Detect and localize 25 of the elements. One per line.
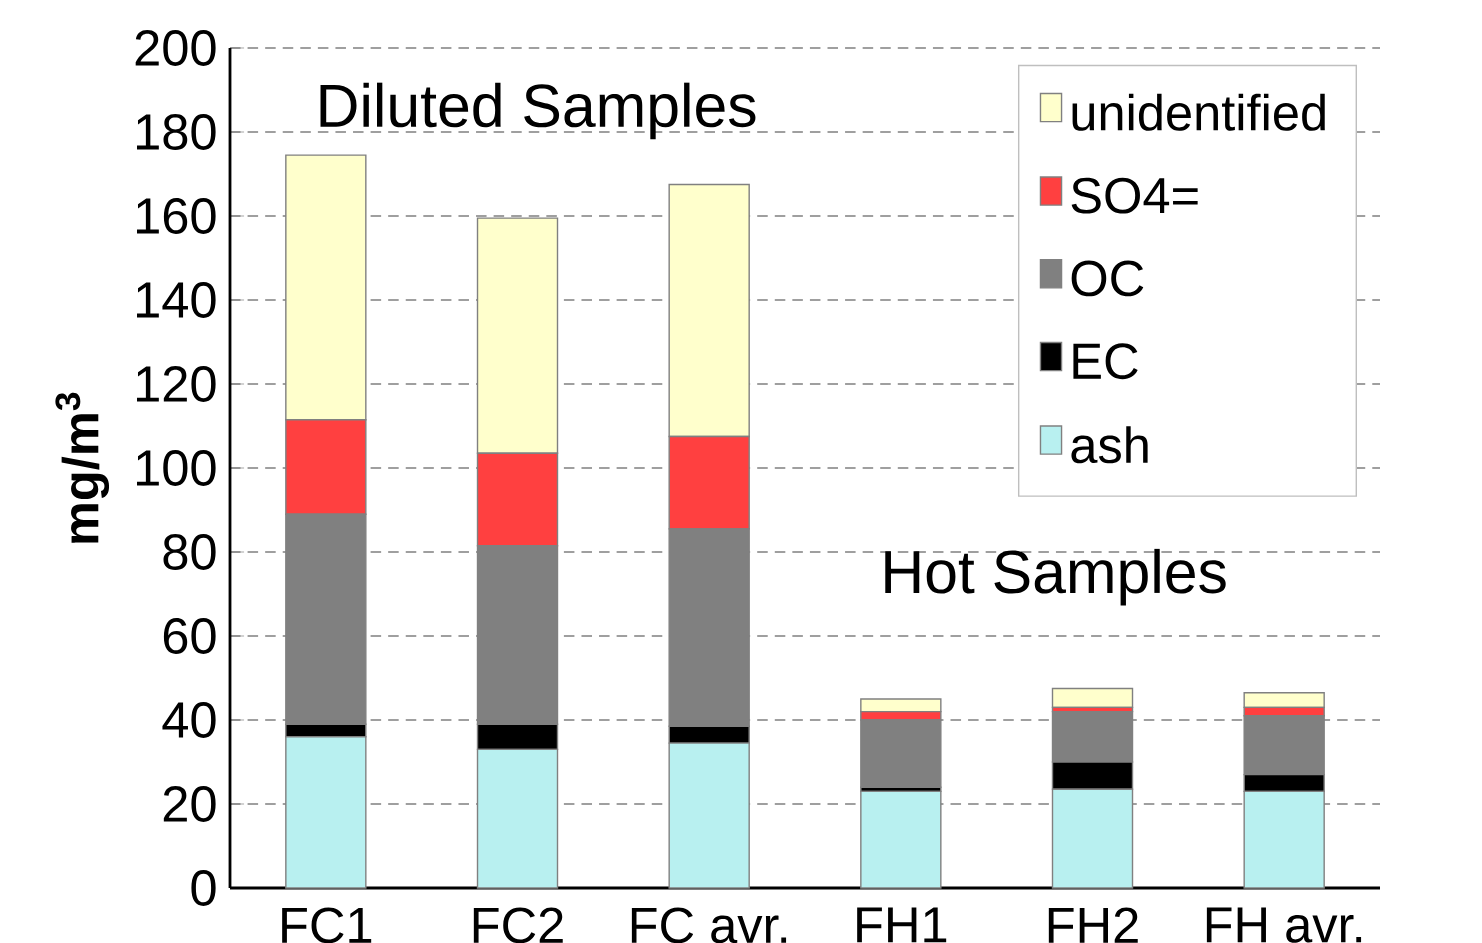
- y-tick-label: 20: [163, 786, 216, 822]
- y-tick-label: 0: [191, 870, 216, 906]
- legend-label: unidentified: [1072, 93, 1325, 131]
- y-tick-label: 40: [162, 702, 216, 738]
- legend-label: OC: [1071, 260, 1144, 297]
- legend-label: ash: [1071, 426, 1148, 464]
- legend-label: EC: [1073, 343, 1138, 380]
- y-tick-label: 120: [137, 366, 216, 402]
- y-tick-label: 80: [163, 534, 216, 570]
- x-tick-label: FH2: [1048, 907, 1138, 943]
- y-tick-label: 60: [163, 618, 216, 654]
- y-tick-label: 100: [137, 450, 216, 486]
- x-tick-label: FH avr.: [1206, 907, 1362, 943]
- x-tick-label: FC2: [473, 907, 563, 943]
- x-tick-label: FC1: [282, 907, 372, 943]
- x-tick-label: FH1: [857, 907, 947, 943]
- y-tick-label: 180: [137, 114, 216, 150]
- annotation: Diluted Samples: [320, 82, 756, 140]
- y-tick-label: 160: [137, 198, 216, 234]
- y-tick-label: 140: [137, 282, 216, 318]
- annotation: Hot Samples: [885, 548, 1226, 606]
- x-tick-label: FC avr.: [631, 907, 787, 943]
- y-axis-title: mg/m$^{3}$: [55, 392, 110, 543]
- y-tick-label: 200: [135, 30, 216, 66]
- legend-label: SO4=: [1071, 177, 1198, 214]
